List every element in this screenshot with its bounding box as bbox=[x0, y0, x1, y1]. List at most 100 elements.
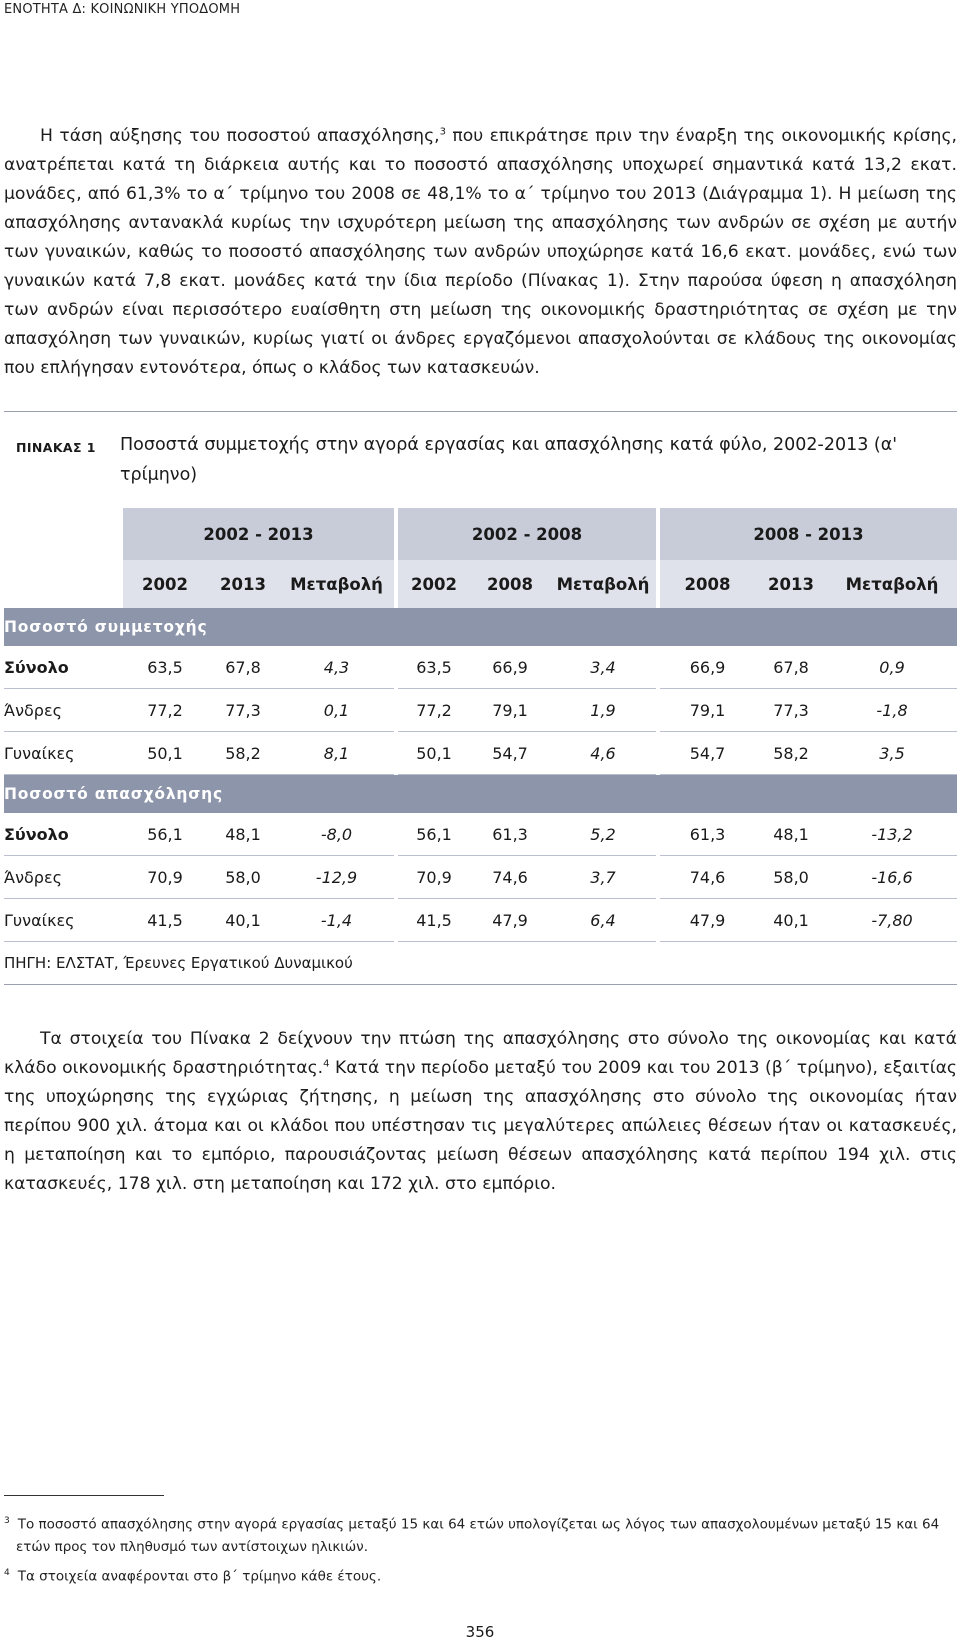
section-title: Ποσοστό συμμετοχής bbox=[4, 608, 958, 646]
table-cell: 50,1 bbox=[123, 731, 207, 775]
table-label: ΠΙΝΑΚΑΣ 1 bbox=[16, 440, 96, 455]
change-header: Μεταβολή bbox=[827, 560, 958, 608]
footnote-separator bbox=[4, 1495, 164, 1496]
page-number: 356 bbox=[465, 1623, 495, 1641]
table-cell: 47,9 bbox=[470, 898, 551, 942]
change-cell: 3,5 bbox=[827, 731, 958, 775]
table-cell: 77,3 bbox=[755, 688, 828, 732]
change-cell: 0,9 bbox=[827, 646, 958, 689]
table-cell: 58,2 bbox=[755, 731, 828, 775]
change-cell: 3,4 bbox=[550, 646, 659, 689]
row-label: Σύνολο bbox=[4, 813, 123, 856]
table-cell: 66,9 bbox=[470, 646, 551, 689]
table-cell: 63,5 bbox=[394, 646, 471, 689]
change-cell: 0,1 bbox=[279, 688, 397, 732]
paragraph-text: που επικράτησε πριν την έναρξη της οικον… bbox=[4, 126, 957, 378]
table-cell: 58,0 bbox=[207, 855, 279, 899]
table-row: Γυναίκες 50,1 58,2 8,1 50,1 54,7 4,6 54,… bbox=[4, 731, 958, 775]
table-cell: 77,3 bbox=[207, 688, 279, 732]
labor-force-table: 2002 - 2013 2002 - 2008 2008 - 2013 2002… bbox=[4, 508, 958, 985]
change-cell: -13,2 bbox=[827, 813, 958, 856]
period-header: 2002 - 2013 bbox=[123, 508, 397, 560]
table-row: Άνδρες 77,2 77,3 0,1 77,2 79,1 1,9 79,1 … bbox=[4, 688, 958, 732]
change-cell: 4,3 bbox=[279, 646, 397, 689]
section-row-participation: Ποσοστό συμμετοχής bbox=[4, 608, 958, 646]
section-title: Ποσοστό απασχόλησης bbox=[4, 774, 958, 813]
table-cell: 56,1 bbox=[123, 813, 207, 856]
footnote-text: ετών προς τον πληθυσμό των αντίστοιχων η… bbox=[16, 1538, 369, 1555]
table-cell: 58,0 bbox=[755, 855, 828, 899]
change-cell: 1,9 bbox=[550, 688, 659, 732]
table-row: Σύνολο 56,1 48,1 -8,0 56,1 61,3 5,2 61,3… bbox=[4, 813, 958, 856]
table-cell: 41,5 bbox=[394, 898, 471, 942]
table-cell: 79,1 bbox=[656, 688, 756, 732]
footnote-text: Τα στοιχεία αναφέρονται στο β΄ τρίμηνο κ… bbox=[17, 1568, 382, 1585]
running-header: ΕΝΟΤΗΤΑ Δ: ΚΟΙΝΩΝΙΚΗ ΥΠΟΔΟΜΗ bbox=[4, 2, 241, 17]
change-cell: -12,9 bbox=[279, 855, 397, 899]
year-header: 2008 bbox=[656, 560, 756, 608]
year-header: 2013 bbox=[207, 560, 279, 608]
corner-cell bbox=[4, 508, 123, 560]
table-title: Ποσοστά συμμετοχής στην αγορά εργασίας κ… bbox=[120, 435, 898, 485]
period-header: 2008 - 2013 bbox=[656, 508, 958, 560]
row-label: Γυναίκες bbox=[4, 898, 123, 942]
paragraph-text: Η τάση αύξησης του ποσοστού απασχόλησης, bbox=[40, 126, 440, 146]
table-cell: 74,6 bbox=[656, 855, 756, 899]
table-cell: 47,9 bbox=[656, 898, 756, 942]
paragraph-sector-employment: Τα στοιχεία του Πίνακα 2 δείχνουν την πτ… bbox=[4, 1025, 957, 1199]
table-cell: 79,1 bbox=[470, 688, 551, 732]
period-header-row: 2002 - 2013 2002 - 2008 2008 - 2013 bbox=[4, 508, 958, 560]
footnote-ref-3[interactable]: 3 bbox=[439, 126, 446, 138]
table-cell: 77,2 bbox=[394, 688, 471, 732]
footnote-4: 4 Τα στοιχεία αναφέρονται στο β΄ τρίμηνο … bbox=[4, 1562, 957, 1588]
change-cell: -8,0 bbox=[279, 813, 397, 856]
change-cell: 6,4 bbox=[550, 898, 659, 942]
corner-cell bbox=[4, 560, 123, 608]
change-cell: 4,6 bbox=[550, 731, 659, 775]
change-cell: 3,7 bbox=[550, 855, 659, 899]
footnote-3: 3 Το ποσοστό απασχόλησης στην αγορά εργασ… bbox=[4, 1510, 957, 1558]
year-header-row: 2002 2013 Μεταβολή 2002 2008 Μεταβολή 20… bbox=[4, 560, 958, 608]
table-row: Σύνολο 63,5 67,8 4,3 63,5 66,9 3,4 66,9 … bbox=[4, 646, 958, 689]
table-cell: 48,1 bbox=[207, 813, 279, 856]
change-cell: -16,6 bbox=[827, 855, 958, 899]
table-row: Άνδρες 70,9 58,0 -12,9 70,9 74,6 3,7 74,… bbox=[4, 855, 958, 899]
table-cell: 74,6 bbox=[470, 855, 551, 899]
table-cell: 61,3 bbox=[470, 813, 551, 856]
footnote-ref-4[interactable]: 4 bbox=[323, 1058, 330, 1070]
year-header: 2002 bbox=[123, 560, 207, 608]
row-label: Σύνολο bbox=[4, 646, 123, 689]
table-cell: 67,8 bbox=[207, 646, 279, 689]
change-cell: -7,80 bbox=[827, 898, 958, 942]
table-cell: 70,9 bbox=[123, 855, 207, 899]
table-cell: 40,1 bbox=[755, 898, 828, 942]
table-cell: 41,5 bbox=[123, 898, 207, 942]
table-source-row: ΠΗΓΗ: ΕΛΣΤΑΤ, Έρευνες Εργατικού Δυναμικο… bbox=[4, 941, 958, 985]
year-header: 2008 bbox=[470, 560, 551, 608]
change-header: Μεταβολή bbox=[279, 560, 397, 608]
table-cell: 50,1 bbox=[394, 731, 471, 775]
footnote-text: Το ποσοστό απασχόλησης στην αγορά εργασί… bbox=[17, 1516, 940, 1533]
row-label: Άνδρες bbox=[4, 688, 123, 732]
table-cell: 48,1 bbox=[755, 813, 828, 856]
table-cell: 70,9 bbox=[394, 855, 471, 899]
table-row: Γυναίκες 41,5 40,1 -1,4 41,5 47,9 6,4 47… bbox=[4, 898, 958, 942]
change-cell: -1,8 bbox=[827, 688, 958, 732]
period-header: 2002 - 2008 bbox=[394, 508, 659, 560]
change-header: Μεταβολή bbox=[550, 560, 659, 608]
table-cell: 58,2 bbox=[207, 731, 279, 775]
year-header: 2013 bbox=[755, 560, 828, 608]
row-label: Άνδρες bbox=[4, 855, 123, 899]
change-cell: 5,2 bbox=[550, 813, 659, 856]
paragraph-text: Κατά την περίοδο μεταξύ του 2009 και του… bbox=[4, 1058, 957, 1194]
section-row-employment: Ποσοστό απασχόλησης bbox=[4, 774, 958, 813]
table-cell: 54,7 bbox=[656, 731, 756, 775]
table-cell: 77,2 bbox=[123, 688, 207, 732]
paragraph-text: Τα στοιχεία του Πίνακα 2 δείχνουν την πτ… bbox=[4, 1029, 957, 1078]
change-cell: -1,4 bbox=[279, 898, 397, 942]
footnote-number: 3 bbox=[4, 1516, 10, 1526]
paragraph-employment-trend: Η τάση αύξησης του ποσοστού απασχόλησης,… bbox=[4, 122, 957, 383]
table-source: ΠΗΓΗ: ΕΛΣΤΑΤ, Έρευνες Εργατικού Δυναμικο… bbox=[4, 941, 958, 985]
footnote-number: 4 bbox=[4, 1568, 10, 1578]
year-header: 2002 bbox=[394, 560, 471, 608]
